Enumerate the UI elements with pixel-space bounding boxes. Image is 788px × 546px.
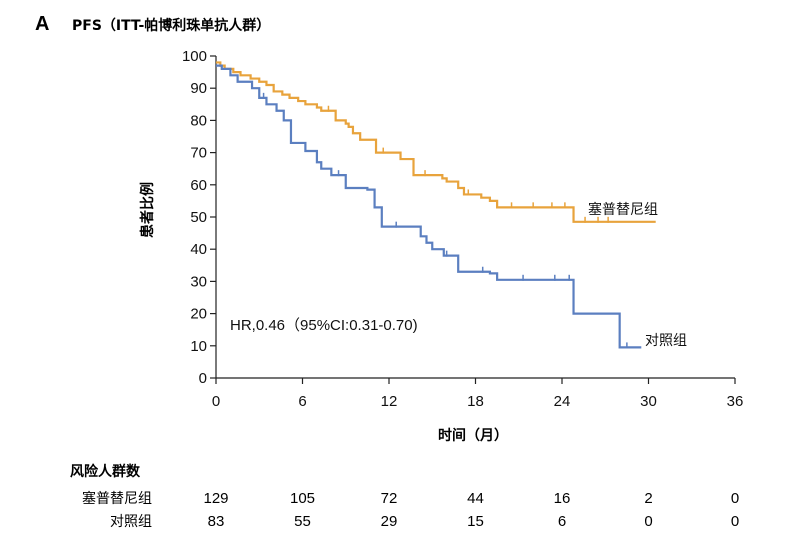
risk-value: 83 xyxy=(208,513,225,530)
y-tick-label: 50 xyxy=(190,209,207,226)
risk-value: 105 xyxy=(290,490,315,507)
risk-value: 0 xyxy=(731,490,739,507)
y-tick-label: 20 xyxy=(190,306,207,323)
x-tick-label: 36 xyxy=(727,393,744,410)
series-label-control: 对照组 xyxy=(645,333,687,349)
risk-value: 0 xyxy=(644,513,652,530)
chart-title: PFS（ITT-帕博利珠单抗人群） xyxy=(72,17,270,34)
y-tick-label: 60 xyxy=(190,177,207,194)
y-tick-label: 80 xyxy=(190,112,207,129)
panel-letter: A xyxy=(35,13,49,35)
series-label-selpercatinib: 塞普替尼组 xyxy=(588,201,658,218)
km-curve-control xyxy=(216,64,642,349)
y-tick-label: 0 xyxy=(199,370,207,387)
risk-value: 16 xyxy=(554,490,571,507)
risk-table-title: 风险人群数 xyxy=(70,463,141,480)
risk-value: 2 xyxy=(644,490,652,507)
km-curve-selpercatinib xyxy=(216,61,656,223)
risk-row-label: 对照组 xyxy=(110,514,152,530)
risk-table-values: 129 105 72 44 16 2 0 83 55 29 15 6 0 0 xyxy=(203,490,739,530)
x-axis-title: 时间（月） xyxy=(438,427,508,444)
x-tick-label: 18 xyxy=(467,393,484,410)
risk-value: 15 xyxy=(467,513,484,530)
risk-value: 129 xyxy=(203,490,228,507)
x-tick-label: 0 xyxy=(212,393,220,410)
x-axis-ticks: 0 6 12 18 24 30 36 xyxy=(212,378,744,410)
risk-value: 0 xyxy=(731,513,739,530)
x-tick-label: 12 xyxy=(381,393,398,410)
risk-value: 44 xyxy=(467,490,484,507)
risk-row-label: 塞普替尼组 xyxy=(82,490,152,507)
y-tick-label: 30 xyxy=(190,273,207,290)
x-tick-label: 6 xyxy=(298,393,306,410)
series-layer xyxy=(216,61,656,349)
y-axis-ticks: 0 10 20 30 40 50 60 70 80 90 100 xyxy=(182,48,216,387)
risk-value: 55 xyxy=(294,513,311,530)
y-tick-label: 40 xyxy=(190,241,207,258)
y-tick-label: 70 xyxy=(190,145,207,162)
x-tick-label: 30 xyxy=(640,393,657,410)
risk-value: 72 xyxy=(381,490,398,507)
risk-value: 29 xyxy=(381,513,398,530)
hr-annotation: HR,0.46（95%CI:0.31-0.70) xyxy=(230,317,418,334)
y-axis-title: 患者比例 xyxy=(139,182,156,238)
x-tick-label: 24 xyxy=(554,393,571,410)
y-tick-label: 90 xyxy=(190,80,207,97)
risk-value: 6 xyxy=(558,513,566,530)
y-tick-label: 10 xyxy=(190,338,207,355)
y-tick-label: 100 xyxy=(182,48,207,65)
